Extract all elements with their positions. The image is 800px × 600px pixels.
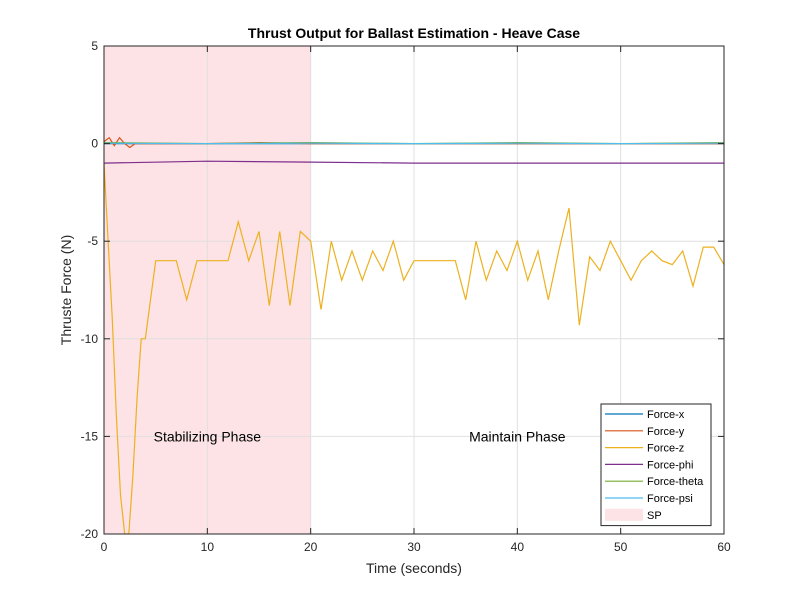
y-tick-label: -20 (81, 527, 99, 541)
legend-swatch-sp (605, 508, 643, 521)
y-tick-label: -10 (81, 332, 99, 346)
y-tick-label: 5 (91, 39, 98, 53)
x-tick-label: 50 (614, 540, 628, 554)
y-tick-label: -15 (81, 429, 99, 443)
y-tick-label: 0 (91, 137, 98, 151)
x-tick-label: 40 (511, 540, 525, 554)
x-tick-label: 60 (717, 540, 731, 554)
legend-label-force-phi: Force-phi (647, 459, 693, 471)
x-axis-title: Time (seconds) (366, 560, 462, 576)
y-tick-label: -5 (87, 234, 98, 248)
annotation-stabilizing-phase: Stabilizing Phase (154, 428, 262, 444)
chart-title: Thrust Output for Ballast Estimation - H… (248, 25, 580, 41)
legend-label-force-x: Force-x (647, 409, 685, 421)
series-line-force-phi (104, 160, 724, 164)
legend: Force-x Force-y Force-z Force-phi Force-thet… (600, 403, 712, 527)
x-tick-label: 30 (407, 540, 421, 554)
x-tick-label: 0 (101, 540, 108, 554)
legend-label-force-y: Force-y (647, 426, 685, 438)
legend-label-sp: SP (647, 510, 662, 522)
y-axis-title: Thruste Force (N) (58, 235, 74, 345)
legend-label-force-theta: Force-theta (647, 476, 704, 488)
legend-label-force-z: Force-z (647, 443, 684, 455)
legend-label-force-psi: Force-psi (647, 493, 693, 505)
x-tick-label: 10 (201, 540, 215, 554)
annotation-maintain-phase: Maintain Phase (469, 428, 566, 444)
x-tick-label: 20 (304, 540, 318, 554)
series-lines (104, 136, 724, 534)
series-line-force-z (104, 163, 724, 534)
